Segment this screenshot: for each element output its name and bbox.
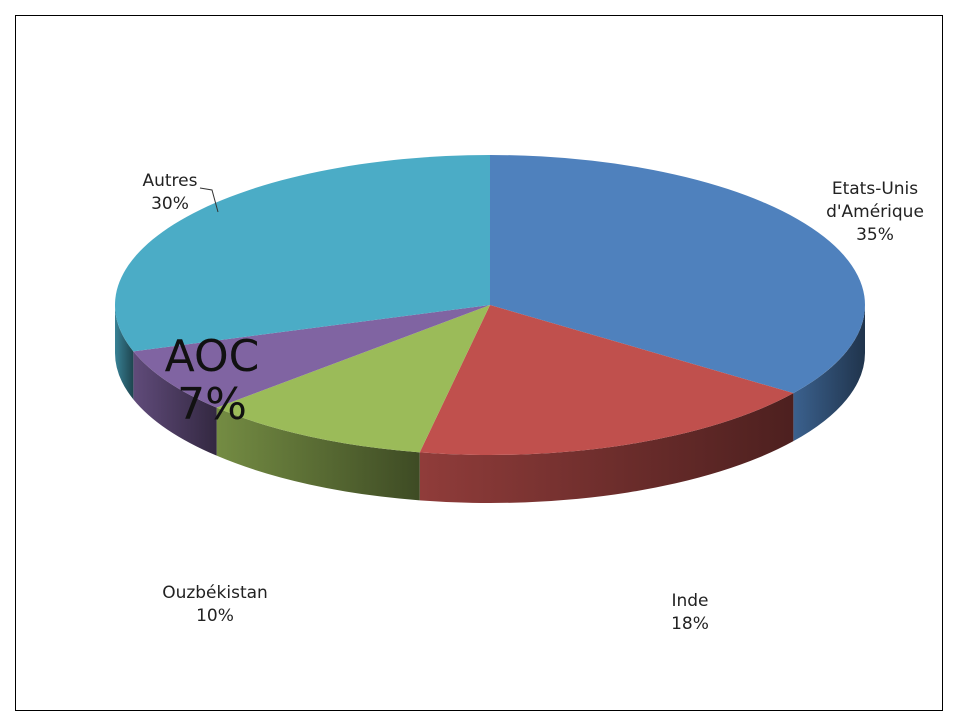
slice: [419, 305, 794, 455]
data-label: Autres 30%: [110, 170, 230, 216]
slice-side: [133, 351, 217, 456]
data-label: AOC 7%: [152, 333, 272, 429]
data-label: Ouzbékistan 10%: [135, 582, 295, 628]
label-name: Ouzbékistan: [162, 583, 268, 603]
label-value: 18%: [671, 614, 709, 634]
slice-side: [793, 305, 865, 442]
leader-line: [199, 187, 219, 213]
label-name: Autres: [142, 171, 198, 191]
label-name: AOC: [164, 331, 260, 382]
data-label: Inde 18%: [630, 590, 750, 636]
slice: [133, 305, 490, 408]
label-value: 10%: [196, 606, 234, 626]
label-name: Etats-Unis d'Amérique: [826, 179, 924, 222]
chart-frame: [15, 15, 943, 711]
slice-side: [115, 305, 134, 400]
slice: [490, 155, 865, 394]
slice-side: [216, 407, 420, 501]
data-label: Etats-Unis d'Amérique 35%: [795, 178, 955, 247]
label-value: 7%: [177, 379, 247, 430]
label-name: Inde: [671, 591, 709, 611]
slice-side: [419, 393, 794, 504]
slice: [216, 305, 490, 453]
label-value: 30%: [151, 194, 189, 214]
label-value: 35%: [856, 225, 894, 245]
slice: [114, 155, 490, 352]
